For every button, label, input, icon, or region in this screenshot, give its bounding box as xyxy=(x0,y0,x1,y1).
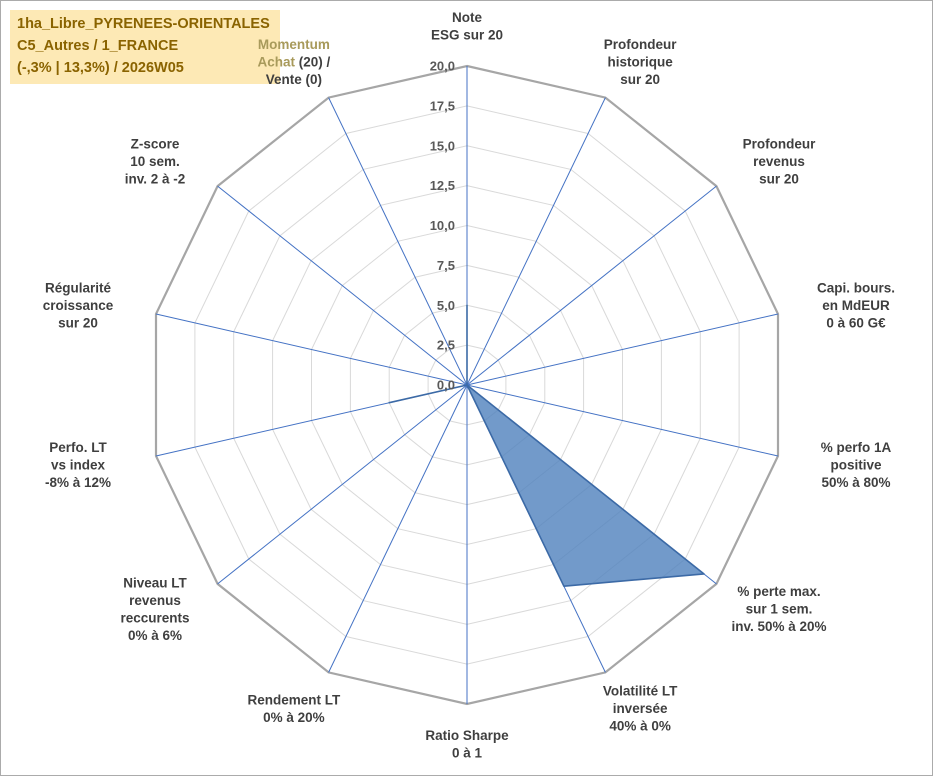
radial-tick-label: 20,0 xyxy=(430,59,455,74)
axis-label-rendement-lt: Rendement LT 0% à 20% xyxy=(248,692,342,725)
axis-label-line: 10 sem. xyxy=(130,154,180,169)
axis-label-line: inversée xyxy=(613,701,668,716)
axis-label-line: sur 20 xyxy=(620,72,660,87)
axis-label-line: ESG sur 20 xyxy=(431,28,503,43)
axis-label-line: reccurents xyxy=(120,610,189,625)
axis-label-line: Niveau LT xyxy=(123,575,187,590)
radar-spoke xyxy=(155,313,468,386)
axis-label-line: croissance xyxy=(43,298,114,313)
axis-label-line: sur 20 xyxy=(759,171,799,186)
axis-label-profondeur-historique: Profondeur historique sur 20 xyxy=(604,37,677,87)
title-line-1: 1ha_Libre_PYRENEES-ORIENTALES xyxy=(17,16,270,32)
axis-label-profondeur-revenus: Profondeur revenus sur 20 xyxy=(743,136,816,186)
axis-label-perte-max-1-sem: % perte max. sur 1 sem. inv. 50% à 20% xyxy=(731,584,826,634)
radial-tick-label: 7,5 xyxy=(437,258,455,273)
radial-tick-label: 15,0 xyxy=(430,138,455,153)
axis-label-line: Achat (20) / xyxy=(258,54,331,69)
axis-label-z-score-10-sem: Z-score 10 sem. inv. 2 à -2 xyxy=(125,136,186,186)
radial-tick-label: 0,0 xyxy=(437,378,455,393)
axis-label-ratio-sharpe: Ratio Sharpe 0 à 1 xyxy=(425,728,509,761)
title-line-2: C5_Autres / 1_FRANCE xyxy=(17,38,179,54)
radar-spoke xyxy=(328,384,468,673)
axis-label-line: Capi. bours. xyxy=(817,280,895,295)
axis-label-perfo-1a-positive: % perfo 1A positive 50% à 80% xyxy=(821,440,892,490)
axis-label-niveau-lt-revenus: Niveau LT revenus reccurents 0% à 6% xyxy=(120,575,189,643)
axis-label-line: Momentum xyxy=(258,37,330,52)
axis-label-line: Vente (0) xyxy=(266,72,322,87)
radial-tick-label: 2,5 xyxy=(437,338,455,353)
axis-label-momentum: Momentum Achat (20) / Vente (0) xyxy=(258,37,331,87)
axis-label-line: vs index xyxy=(51,458,106,473)
axis-label-line: Profondeur xyxy=(604,37,677,52)
radial-tick-label: 17,5 xyxy=(430,98,455,113)
radial-tick-label: 5,0 xyxy=(437,298,455,313)
axis-label-line: 50% à 80% xyxy=(821,475,890,490)
radar-spoke xyxy=(217,384,468,585)
axis-label-line: 40% à 0% xyxy=(609,719,671,734)
axis-label-perfo-lt-vs-index: Perfo. LT vs index -8% à 12% xyxy=(45,440,111,490)
axis-label-note-esg: Note ESG sur 20 xyxy=(431,10,503,43)
axis-label-line: Volatilité LT xyxy=(603,684,678,699)
axis-label-capi-bours: Capi. bours. en MdEUR 0 à 60 G€ xyxy=(817,280,895,330)
radial-tick-label: 10,0 xyxy=(430,218,455,233)
axis-label-line: Rendement LT xyxy=(248,692,342,707)
radar-spoke xyxy=(466,313,779,386)
axis-label-line: Perfo. LT xyxy=(49,440,107,455)
axis-label-volatilite-lt: Volatilité LT inversée 40% à 0% xyxy=(603,684,678,734)
axis-label-line: Régularité xyxy=(45,280,112,295)
radar-spoke xyxy=(466,97,606,386)
axis-label-line: sur 1 sem. xyxy=(746,602,813,617)
radar-spoke xyxy=(328,97,468,386)
radar-spoke xyxy=(466,185,717,386)
radar-spoke xyxy=(466,384,779,457)
axis-label-regularite-croissance: Régularité croissance sur 20 xyxy=(43,280,114,330)
axis-label-line: Z-score xyxy=(131,136,180,151)
axis-label-line: 0 à 60 G€ xyxy=(826,315,886,330)
axis-labels: Note ESG sur 20 Profondeur historique sur 20… xyxy=(43,10,895,761)
axis-label-line: revenus xyxy=(753,154,805,169)
axis-label-line: Profondeur xyxy=(743,136,816,151)
axis-label-line: 0% à 6% xyxy=(128,628,182,643)
chart-title-box: 1ha_Libre_PYRENEES-ORIENTALES C5_Autres … xyxy=(10,10,280,84)
axis-label-line: 0 à 1 xyxy=(452,746,483,761)
axis-label-line: inv. 2 à -2 xyxy=(125,171,186,186)
axis-label-line: Ratio Sharpe xyxy=(425,728,509,743)
axis-label-line: -8% à 12% xyxy=(45,475,111,490)
axis-label-line: revenus xyxy=(129,593,181,608)
axis-label-line: 0% à 20% xyxy=(263,710,325,725)
radar-spoke xyxy=(217,185,468,386)
axis-label-line: % perfo 1A xyxy=(821,440,892,455)
axis-label-line: Note xyxy=(452,10,482,25)
axis-label-line: sur 20 xyxy=(58,315,98,330)
axis-label-line: positive xyxy=(830,458,882,473)
axis-label-line: % perte max. xyxy=(737,584,820,599)
axis-label-line: historique xyxy=(607,54,673,69)
radar-series-profil xyxy=(388,304,705,588)
axis-label-line: inv. 50% à 20% xyxy=(731,619,826,634)
title-line-3: (-,3% | 13,3%) / 2026W05 xyxy=(17,60,184,76)
radial-tick-label: 12,5 xyxy=(430,178,455,193)
axis-label-line: en MdEUR xyxy=(822,298,890,313)
radial-tick-labels: 20,0 17,5 15,0 12,5 10,0 7,5 5,0 2,5 0,0 xyxy=(430,59,455,393)
